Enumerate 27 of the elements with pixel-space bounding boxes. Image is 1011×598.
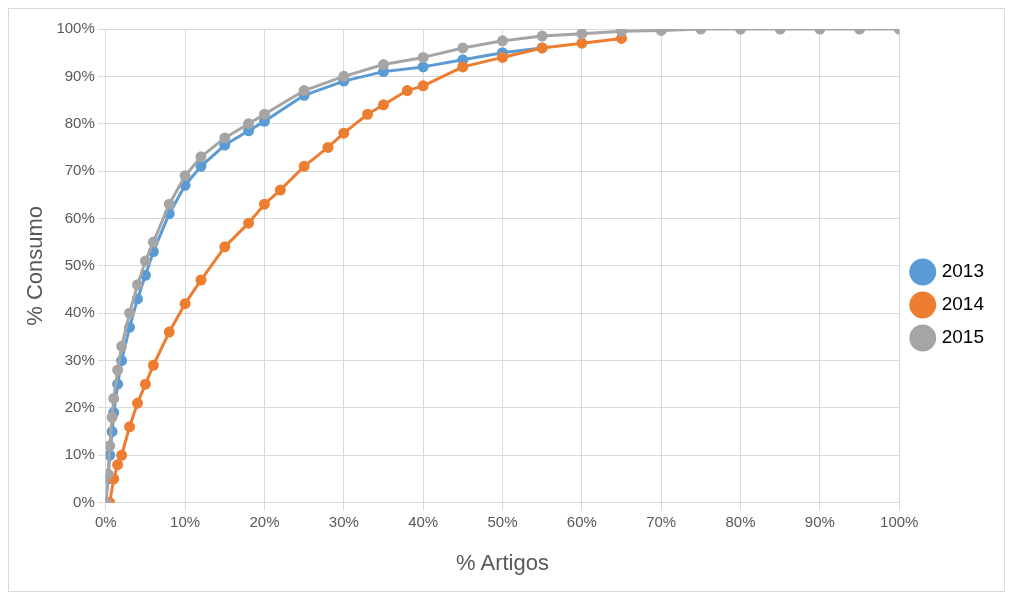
y-tick-label: 30%: [64, 350, 95, 368]
x-tick-label: 50%: [487, 512, 518, 530]
y-tick-label: 90%: [64, 66, 95, 84]
y-tick-label: 70%: [64, 161, 95, 179]
legend-label: 2014: [941, 293, 985, 315]
x-tick-label: 20%: [249, 512, 280, 530]
x-tick-label: 40%: [408, 512, 439, 530]
x-tick-label: 80%: [725, 512, 756, 530]
x-tick-label: 70%: [646, 512, 677, 530]
y-axis-title: % Consumo: [22, 205, 48, 326]
x-tick-label: 0%: [94, 512, 117, 530]
y-tick-label: 100%: [56, 19, 95, 37]
x-tick-label: 100%: [880, 512, 919, 530]
y-tick-label: 10%: [64, 445, 95, 463]
x-tick-label: 60%: [566, 512, 597, 530]
x-tick-label: 30%: [328, 512, 359, 530]
x-axis-title: % Artigos: [456, 549, 549, 575]
y-tick-label: 40%: [64, 303, 95, 321]
y-tick-label: 60%: [64, 208, 95, 226]
y-tick-label: 20%: [64, 398, 95, 416]
legend-label: 2013: [941, 260, 985, 282]
y-tick-label: 0%: [73, 492, 95, 510]
y-tick-label: 80%: [64, 113, 95, 131]
x-tick-label: 90%: [804, 512, 835, 530]
legend-label: 2015: [941, 326, 985, 348]
x-tick-label: 10%: [170, 512, 201, 530]
y-tick-label: 50%: [64, 255, 95, 273]
